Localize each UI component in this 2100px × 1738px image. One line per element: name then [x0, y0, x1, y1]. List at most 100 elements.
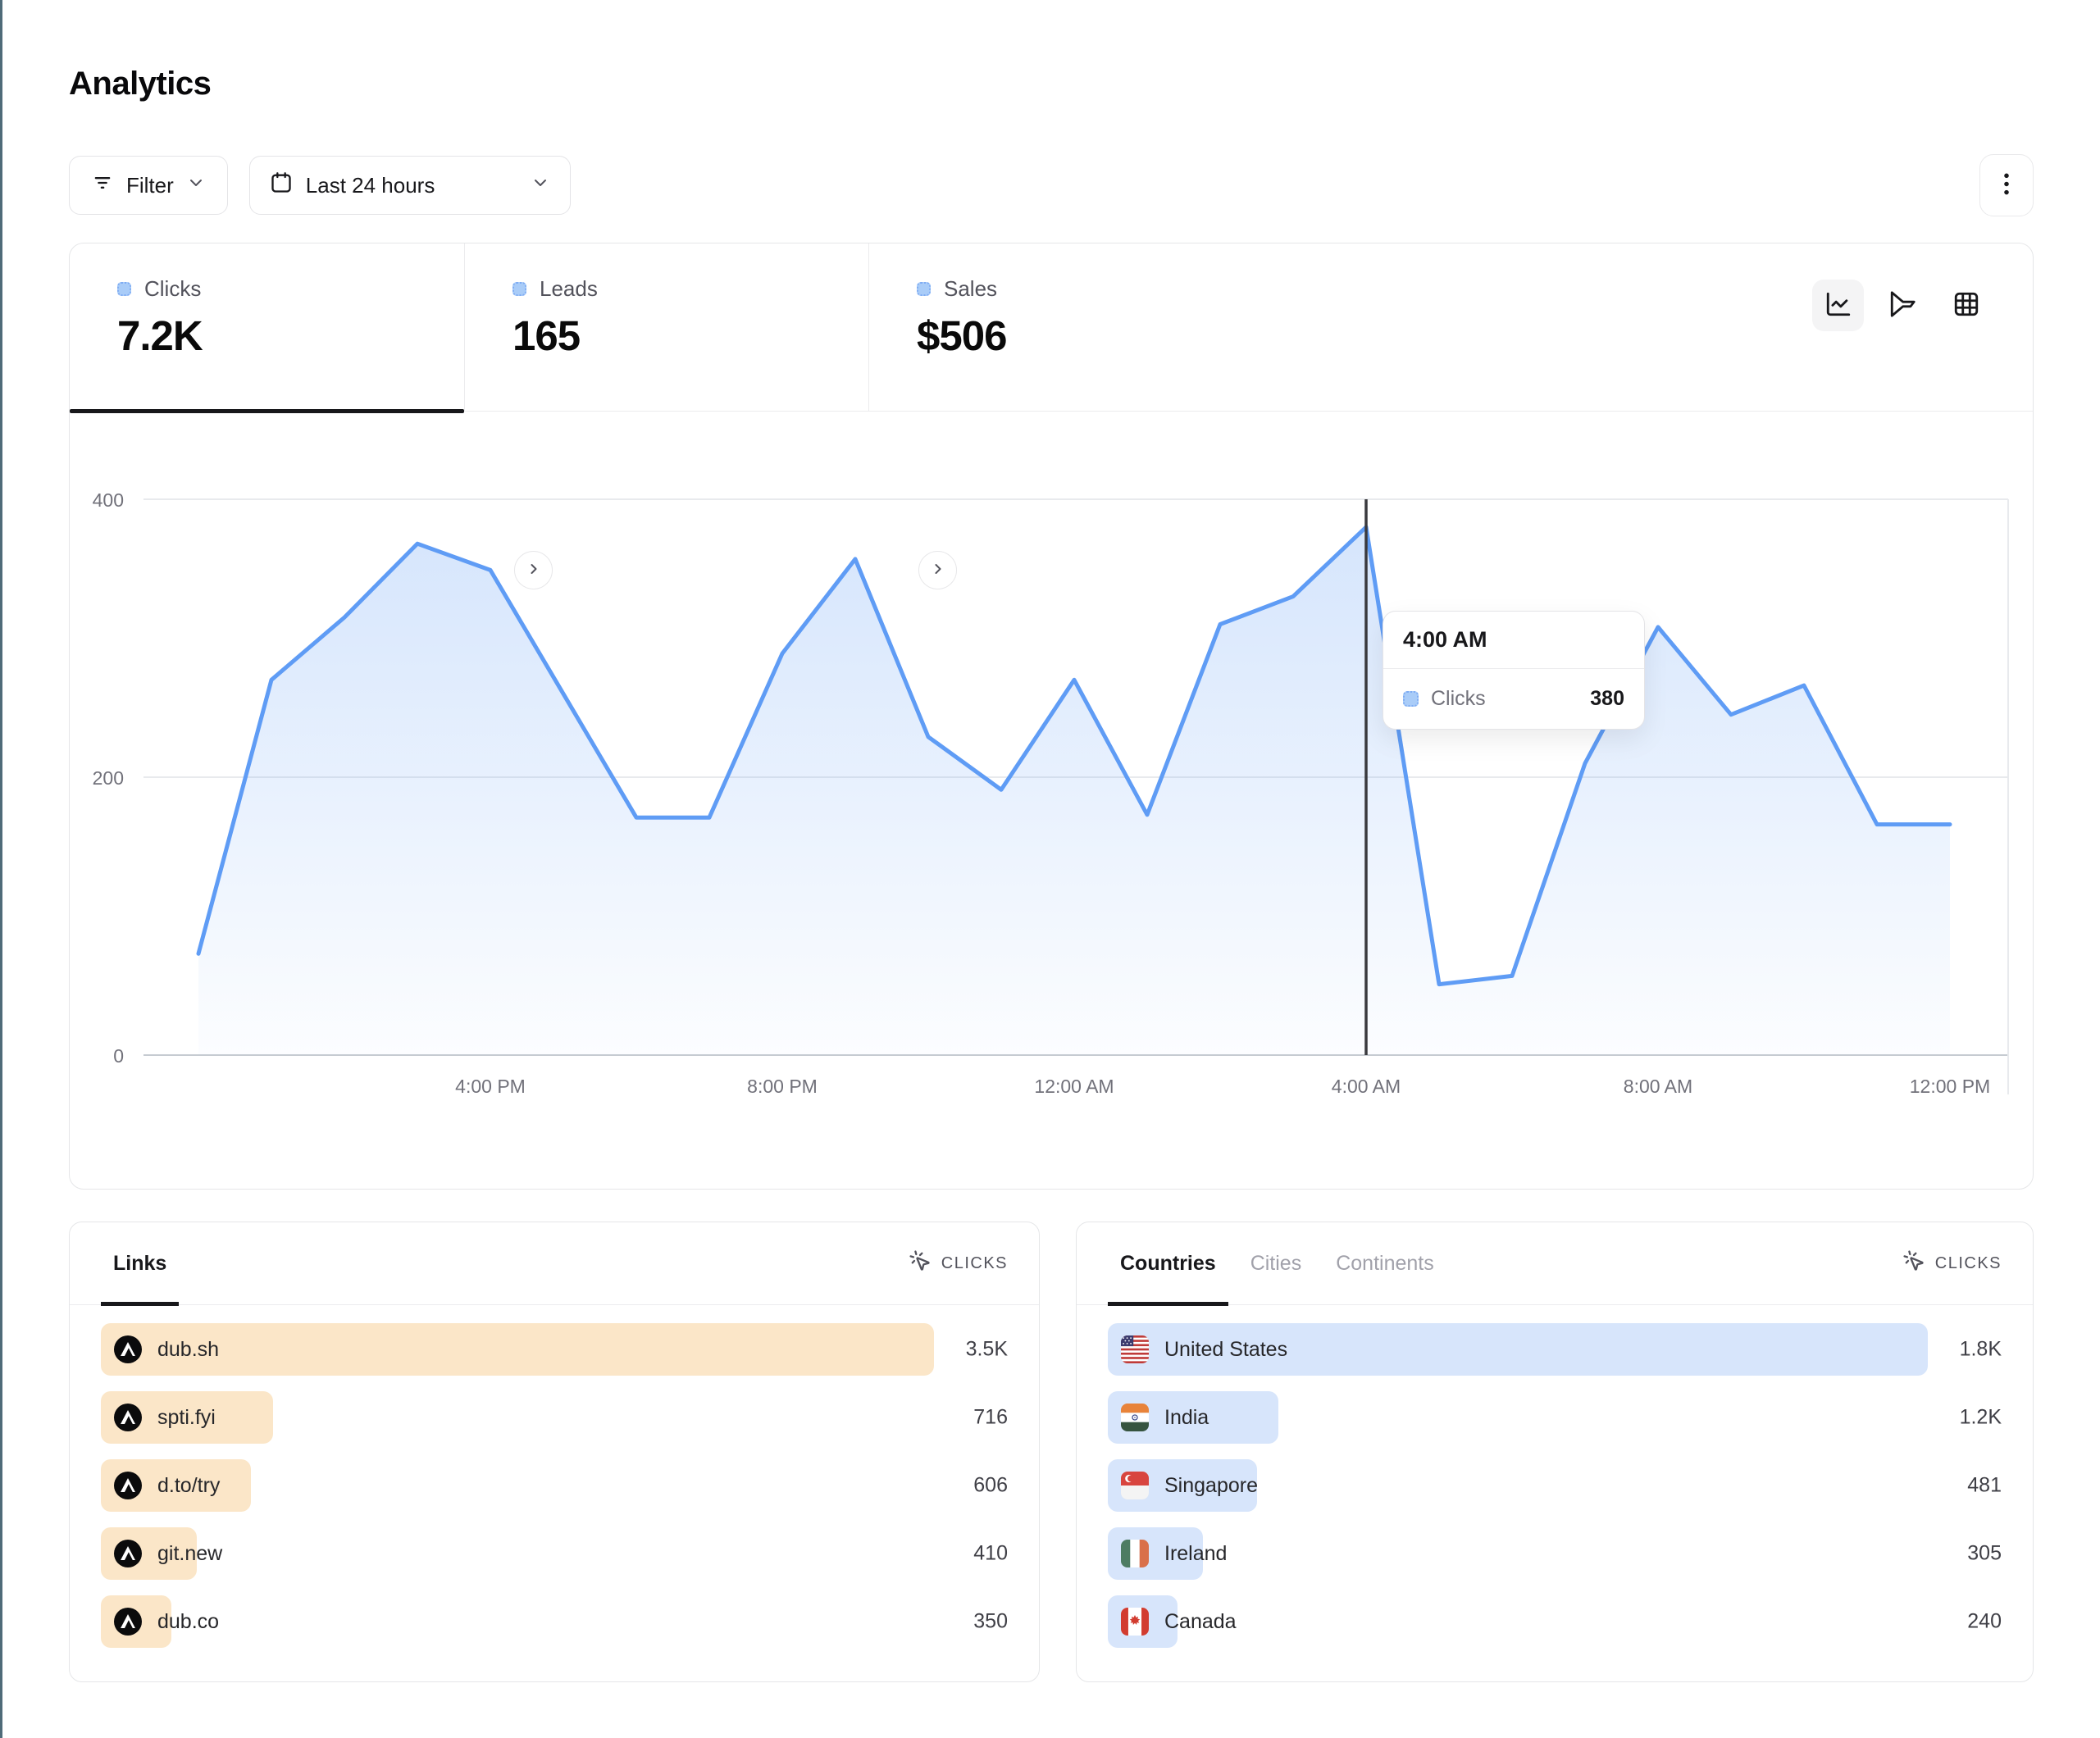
country-value: 305 [1967, 1541, 2002, 1565]
date-range-button[interactable]: Last 24 hours [248, 156, 571, 215]
tab-continents[interactable]: Continents [1336, 1251, 1434, 1275]
stat-chevron-right-button[interactable] [514, 551, 553, 589]
links-rows: dub.sh 3.5K spti.fyi 716 d [70, 1305, 1039, 1648]
geo-rows: United States 1.8K India 1.2K [1077, 1305, 2033, 1648]
filter-button[interactable]: Filter [69, 156, 228, 215]
tab-cities[interactable]: Cities [1250, 1251, 1302, 1275]
leads-swatch-icon [512, 282, 526, 296]
stat-tab-leads[interactable]: Leads 165 [464, 243, 868, 411]
country-value: 1.2K [1959, 1405, 2002, 1429]
y-tick-200: 200 [93, 767, 124, 789]
more-menu-button[interactable] [1979, 154, 2034, 216]
link-row[interactable]: d.to/try 606 [101, 1459, 1008, 1512]
tab-links[interactable]: Links [101, 1222, 180, 1306]
x-tick: 12:00 AM [1034, 1076, 1114, 1097]
clicks-value: 7.2K [117, 312, 203, 359]
canada-flag-icon [1121, 1608, 1149, 1636]
chart-tooltip: 4:00 AM Clicks 380 [1383, 611, 1645, 730]
link-value: 606 [973, 1473, 1008, 1497]
country-bar [1108, 1323, 1928, 1376]
dub-logo-icon [114, 1540, 142, 1567]
funnel-view-toggle[interactable] [1876, 280, 1928, 331]
stat-chevron-right-button[interactable] [918, 551, 957, 589]
tooltip-value: 380 [1590, 687, 1624, 710]
country-row[interactable]: Ireland 305 [1108, 1527, 2002, 1580]
toolbar: Filter Last 24 hours [69, 154, 2034, 216]
clicks-area-chart[interactable]: 400 200 0 4:00 PM 8:00 PM 12:00 AM 4:00 … [70, 412, 2032, 1190]
dub-logo-icon [114, 1335, 142, 1363]
line-chart-view-toggle[interactable] [1812, 280, 1864, 331]
link-row[interactable]: dub.sh 3.5K [101, 1323, 1008, 1376]
link-value: 3.5K [965, 1337, 1008, 1361]
cursor-click-icon [1902, 1249, 1925, 1277]
dub-logo-icon [114, 1404, 142, 1431]
x-tick: 8:00 PM [747, 1076, 818, 1097]
link-label: spti.fyi [157, 1405, 216, 1429]
ireland-flag-icon [1121, 1540, 1149, 1567]
us-flag-icon [1121, 1335, 1149, 1363]
x-tick: 4:00 PM [455, 1076, 526, 1097]
chevron-right-icon [930, 561, 946, 580]
sales-value: $506 [917, 312, 1007, 359]
table-view-toggle[interactable] [1940, 280, 1992, 331]
link-label: git.new [157, 1541, 223, 1565]
page-title: Analytics [69, 66, 212, 102]
singapore-flag-icon [1121, 1472, 1149, 1499]
tooltip-time: 4:00 AM [1383, 612, 1644, 669]
grid-table-icon [1952, 290, 1980, 321]
stat-label: Leads [540, 276, 598, 301]
country-label: India [1164, 1405, 1209, 1429]
clicks-area-fill [198, 526, 1950, 1055]
y-tick-0: 0 [113, 1045, 124, 1067]
country-label: United States [1164, 1337, 1288, 1361]
tab-countries[interactable]: Countries [1108, 1222, 1228, 1306]
stat-tab-clicks[interactable]: Clicks 7.2K [70, 243, 464, 413]
country-row[interactable]: India 1.2K [1108, 1391, 2002, 1444]
analytics-card: Clicks 7.2K Leads 165 Sales $506 [69, 243, 2034, 1190]
country-row[interactable]: United States 1.8K [1108, 1323, 2002, 1376]
stat-label: Clicks [144, 276, 202, 301]
bottom-panels: Links CLICKS dub.sh 3.5K [69, 1222, 2034, 1682]
chevron-down-icon [186, 173, 206, 198]
cursor-click-icon [909, 1249, 932, 1277]
x-tick: 8:00 AM [1624, 1076, 1692, 1097]
country-value: 240 [1967, 1609, 2002, 1633]
metric-label: CLICKS [1934, 1253, 2002, 1272]
leads-value: 165 [512, 312, 581, 359]
geo-panel-header: Countries Cities Continents CLICKS [1077, 1222, 2033, 1306]
date-range-value: Last 24 hours [305, 172, 435, 198]
country-label: Canada [1164, 1609, 1237, 1633]
calendar-icon [270, 171, 293, 200]
link-row[interactable]: spti.fyi 716 [101, 1391, 1008, 1444]
tooltip-series-label: Clicks [1431, 687, 1486, 710]
country-row[interactable]: Singapore 481 [1108, 1459, 2002, 1512]
stat-tab-sales[interactable]: Sales $506 [868, 243, 2033, 411]
link-row[interactable]: git.new 410 [101, 1527, 1008, 1580]
geo-metric-toggle[interactable]: CLICKS [1902, 1222, 2002, 1304]
link-label: dub.sh [157, 1337, 220, 1361]
country-row[interactable]: Canada 240 [1108, 1595, 2002, 1648]
country-label: Ireland [1164, 1541, 1228, 1565]
kebab-icon [1996, 171, 2017, 200]
india-flag-icon [1121, 1404, 1149, 1431]
countries-panel: Countries Cities Continents CLICKS [1076, 1222, 2034, 1682]
link-row[interactable]: dub.co 350 [101, 1595, 1008, 1648]
left-edge-strip [0, 0, 2, 1738]
link-bar [101, 1323, 934, 1376]
country-value: 481 [1967, 1473, 2002, 1497]
clicks-swatch-icon [117, 282, 131, 296]
dub-logo-icon [114, 1472, 142, 1499]
line-chart-icon [1824, 290, 1852, 321]
country-label: Singapore [1164, 1473, 1258, 1497]
link-label: d.to/try [157, 1473, 221, 1497]
country-value: 1.8K [1959, 1337, 2002, 1361]
filter-icon [91, 171, 114, 200]
y-tick-400: 400 [93, 489, 124, 511]
stat-label: Sales [944, 276, 998, 301]
links-metric-toggle[interactable]: CLICKS [909, 1222, 1008, 1304]
chevron-right-icon [526, 561, 542, 580]
funnel-icon [1888, 290, 1916, 321]
link-label: dub.co [157, 1609, 220, 1633]
chart-canvas: 400 200 0 4:00 PM 8:00 PM 12:00 AM 4:00 … [93, 489, 2009, 1097]
